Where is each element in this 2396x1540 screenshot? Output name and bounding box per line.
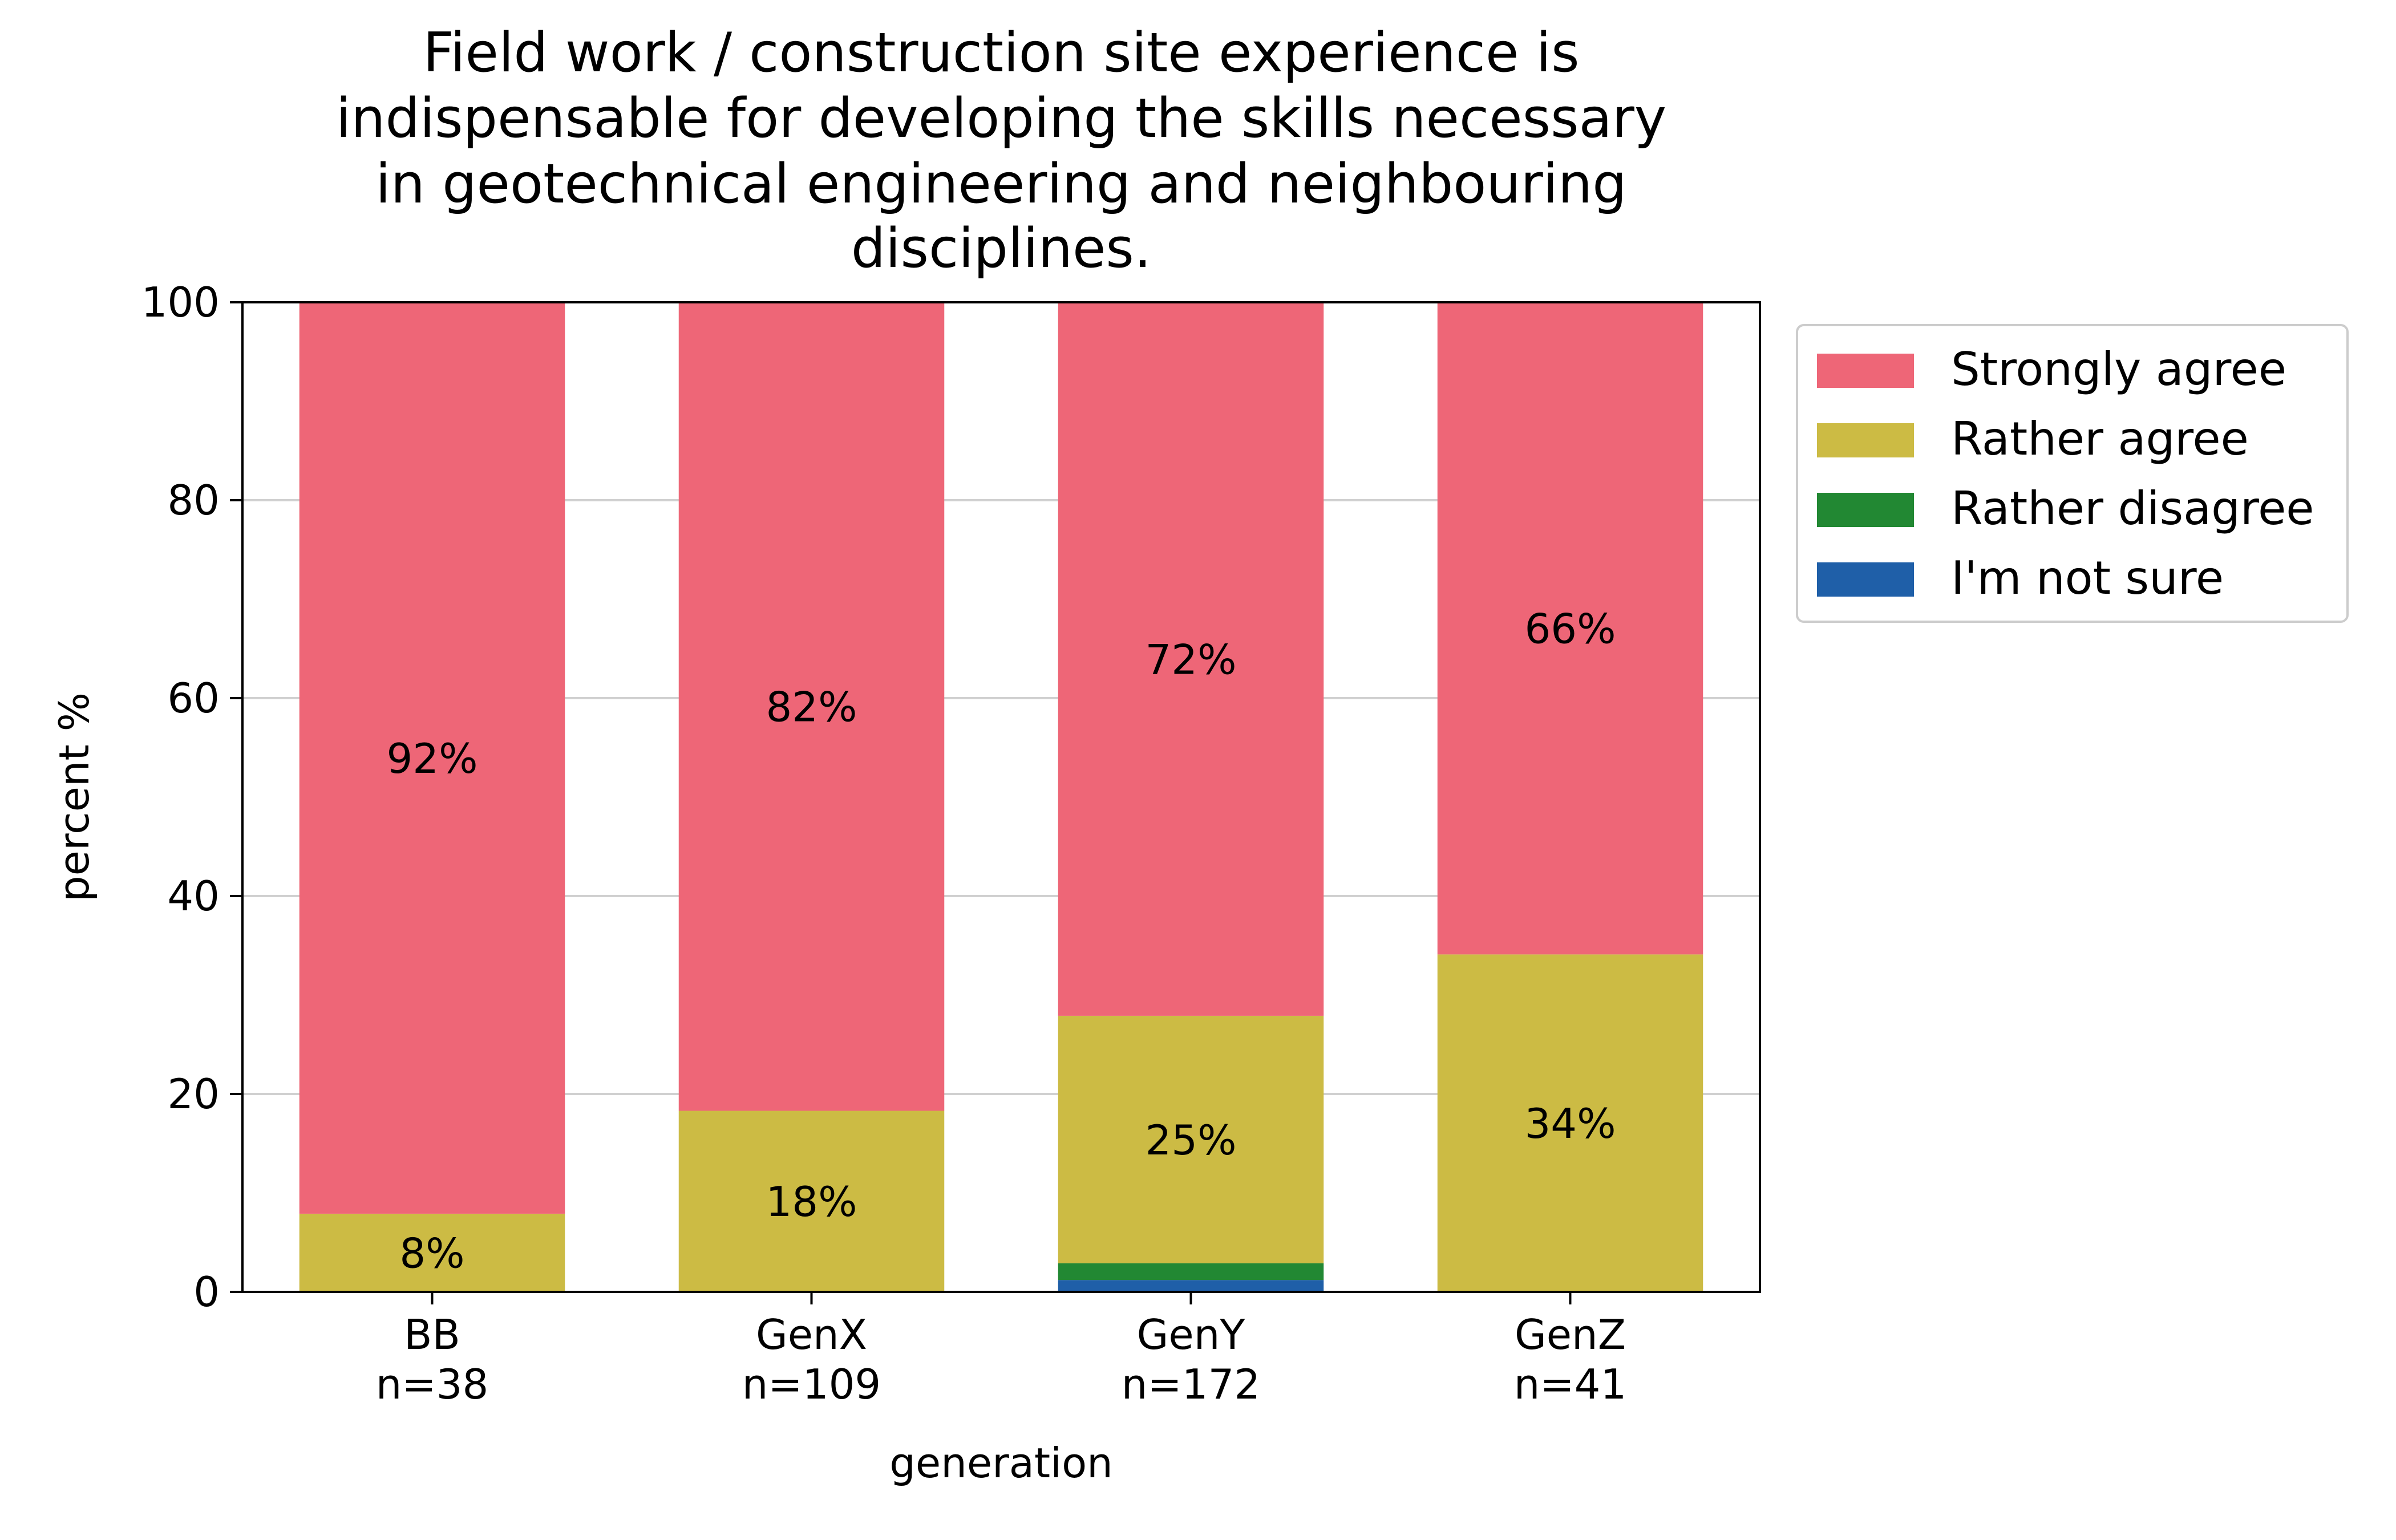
legend-swatch	[1817, 562, 1914, 597]
bar-segment	[1437, 954, 1703, 1292]
chart-title-line-1: Field work / construction site experienc…	[423, 22, 1579, 84]
bar-segment	[1058, 1015, 1324, 1263]
data-labels: 8% 92% 18% 82% 25% 72% 34% 66%	[386, 605, 1616, 1278]
y-axis: 0 20 40 60 80 100	[141, 278, 242, 1316]
bar-segment	[299, 302, 565, 1214]
data-label: 82%	[766, 683, 857, 731]
y-axis-label: percent %	[50, 692, 98, 902]
legend: Strongly agree Rather agree Rather disagre…	[1796, 324, 2349, 623]
x-axis-label: generation	[889, 1439, 1113, 1487]
x-tick-count: n=38	[376, 1360, 489, 1408]
bar-segment	[1437, 302, 1703, 955]
bar-segment	[678, 1111, 945, 1292]
legend-label: Rather agree	[1951, 412, 2249, 465]
legend-label: I'm not sure	[1951, 552, 2224, 605]
x-tick-label: GenZ	[1515, 1311, 1626, 1359]
legend-swatch	[1817, 354, 1914, 388]
bar-segment	[1058, 302, 1324, 1016]
legend-box	[1796, 324, 2349, 623]
bar-segment	[1058, 1263, 1324, 1280]
x-tick-label: GenY	[1137, 1311, 1246, 1359]
data-label: 66%	[1524, 605, 1616, 653]
x-tick-label: BB	[404, 1311, 460, 1359]
y-tick-label: 100	[141, 278, 220, 326]
data-label: 25%	[1145, 1116, 1236, 1164]
y-tick-label: 40	[167, 872, 220, 920]
x-tick-count: n=172	[1122, 1360, 1260, 1408]
chart-title: Field work / construction site experienc…	[336, 22, 1666, 280]
y-tick-label: 80	[167, 476, 220, 524]
x-tick-label: GenX	[756, 1311, 867, 1359]
bar-segment	[299, 1213, 565, 1292]
x-tick-count: n=41	[1514, 1360, 1627, 1408]
data-label: 72%	[1145, 635, 1236, 683]
legend-label: Rather disagree	[1951, 482, 2314, 535]
legend-label: Strongly agree	[1951, 343, 2286, 396]
chart-title-line-4: disciplines.	[851, 217, 1151, 280]
y-tick-label: 0	[193, 1268, 220, 1316]
x-tick-count: n=109	[742, 1360, 881, 1408]
legend-swatch	[1817, 423, 1914, 457]
chart-title-line-3: in geotechnical engineering and neighbou…	[375, 153, 1626, 216]
data-label: 8%	[399, 1229, 464, 1277]
data-label: 34%	[1524, 1100, 1616, 1148]
bar-segment	[1058, 1280, 1324, 1292]
bar-segment	[678, 302, 945, 1111]
plot-frame	[241, 301, 1761, 1293]
data-label: 92%	[386, 735, 477, 783]
legend-swatch	[1817, 493, 1914, 527]
y-tick-label: 20	[167, 1070, 220, 1118]
bars	[299, 302, 1703, 1292]
y-tick-label: 60	[167, 674, 220, 722]
data-label: 18%	[766, 1178, 857, 1226]
chart-title-line-2: indispensable for developing the skills …	[336, 87, 1666, 150]
